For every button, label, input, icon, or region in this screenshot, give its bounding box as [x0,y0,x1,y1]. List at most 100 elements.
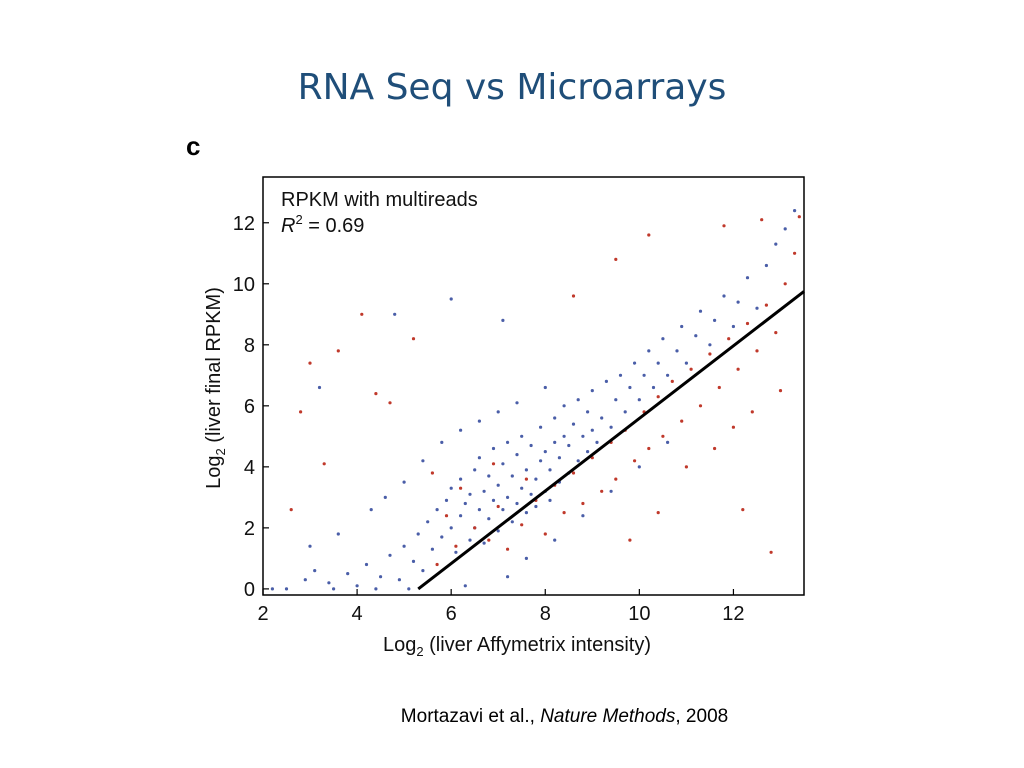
data-point [332,587,336,591]
data-point [741,508,745,512]
data-point [501,462,505,466]
data-point [496,504,500,509]
data-point [430,547,434,551]
data-point [454,550,458,554]
data-point [609,489,613,493]
data-point [440,440,444,444]
data-point [506,575,510,579]
y-tick-label: 0 [244,579,255,601]
data-point [459,428,463,432]
data-point [463,501,467,506]
y-tick-label: 6 [244,396,255,418]
data-point [299,410,303,414]
data-point [628,538,632,542]
data-point [755,349,759,353]
data-point [534,477,538,481]
data-point [684,361,689,365]
data-point [491,462,496,466]
data-point [383,495,387,499]
data-point [440,535,444,539]
x-tick-label: 10 [628,603,650,625]
data-point [449,486,453,490]
data-point [402,544,406,548]
data-point [468,492,472,496]
data-point [454,544,458,548]
data-point [463,584,467,588]
data-point [698,309,703,313]
r-squared-value: = 0.69 [303,215,365,237]
r-squared-r: R [281,215,295,237]
annotation-text: RPKM with multireads [281,189,478,211]
data-point [534,504,538,509]
data-point [506,495,510,499]
data-point [666,373,670,377]
data-point [656,361,660,365]
data-point [435,508,439,512]
data-point [633,361,637,365]
data-point [562,434,566,438]
data-point [543,532,547,536]
data-point [388,401,392,405]
data-point [524,510,529,515]
data-point [553,538,557,542]
data-point [501,508,505,512]
data-point [449,526,453,530]
data-point [647,233,651,237]
data-point [374,392,378,396]
data-point [411,337,416,341]
x-axis-label: Log2 (liver Affymetrix intensity) [383,634,651,659]
data-point [473,526,477,530]
y-axis-ticks: 0 2 4 6 8 10 12 [233,213,269,601]
data-point [543,385,547,390]
data-point [581,514,585,518]
data-point [571,471,576,475]
data-point [708,343,712,347]
data-point [548,468,552,472]
data-point [713,446,717,451]
data-point [487,474,491,478]
x-axis-label-suffix: (liver Affymetrix intensity) [424,634,651,656]
data-point [506,440,510,444]
data-point [430,471,434,475]
data-point [722,294,726,298]
data-point [524,468,529,472]
data-point [374,587,378,591]
y-tick-label: 2 [244,518,255,540]
data-point [562,510,566,515]
data-point [609,425,613,429]
data-point [496,529,500,533]
data-point [618,373,623,377]
data-point [562,404,566,408]
data-point [270,587,274,591]
y-axis-label: Log2 (liver final RPKM) [203,287,228,489]
data-point [745,321,750,326]
data-point [614,477,618,481]
data-point [487,517,491,521]
data-point [694,334,698,338]
data-point [459,477,463,481]
slide-title: RNA Seq vs Microarrays [297,67,727,108]
data-point [510,520,514,524]
y-tick-label: 12 [233,213,255,235]
data-point [778,389,783,393]
data-point [628,385,632,390]
data-point [379,575,383,579]
data-point [510,474,514,478]
data-point [571,422,576,426]
citation: Mortazavi et al., Nature Methods, 2008 [0,706,1024,728]
data-point [520,434,524,438]
y-axis-label-sub: 2 [213,448,228,455]
x-tick-label: 4 [352,603,363,625]
x-tick-label: 8 [540,603,551,625]
data-point [680,419,684,423]
data-point [755,306,759,310]
data-point [289,508,293,512]
data-point [308,361,312,365]
data-point [482,541,486,545]
data-point [491,446,496,451]
data-point [369,508,373,512]
data-point [722,224,726,228]
x-axis-label-sub: 2 [416,644,423,659]
data-point [656,510,660,515]
data-point [727,337,731,341]
